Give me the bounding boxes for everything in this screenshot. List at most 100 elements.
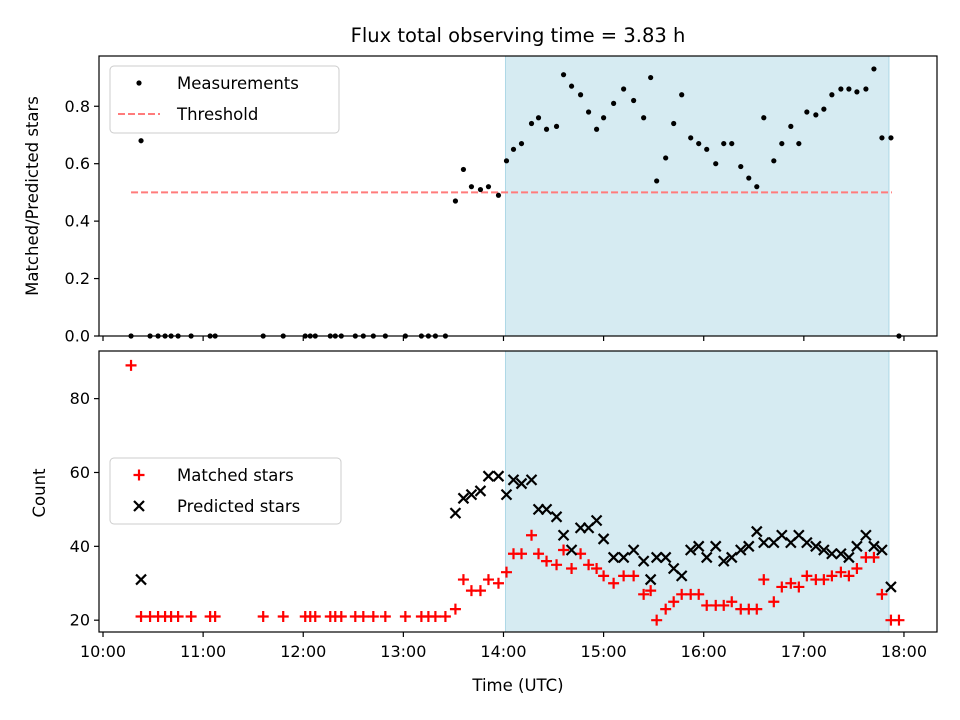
predicted-star-point	[851, 540, 863, 553]
predicted-star-point	[515, 477, 528, 490]
predicted-star-point	[835, 547, 847, 560]
matched-star-point	[209, 610, 221, 622]
predicted-star-point	[843, 551, 855, 564]
x-tick-label: 18:00	[881, 642, 927, 661]
y-tick-label: 0.2	[65, 269, 90, 288]
measurement-point	[648, 74, 654, 81]
measurement-point	[535, 115, 542, 121]
y-tick-label: 0.4	[65, 212, 90, 231]
matched-star-point	[125, 359, 137, 371]
matched-star-point	[801, 570, 813, 582]
x-tick-label: 13:00	[380, 642, 426, 661]
measurement-point	[863, 86, 869, 92]
measurement-point	[871, 66, 877, 72]
predicted-star-point	[540, 503, 553, 516]
matched-star-point	[367, 610, 379, 622]
top-y-axis-label: Matched/Predicted stars	[23, 96, 42, 296]
predicted-star-point	[810, 540, 822, 553]
measurement-point	[679, 92, 685, 98]
matched-star-point	[843, 570, 855, 582]
measurement-point	[585, 109, 592, 115]
bottom-panel: 20 40 60 80 10:00 11:00 12:00 13:00 14:00 15:00 16…	[70, 350, 938, 661]
matched-star-point	[751, 603, 763, 615]
matched-star-point	[826, 570, 838, 582]
measurement-point	[460, 166, 467, 173]
matched-star-point	[645, 585, 657, 597]
measurement-point	[729, 140, 735, 147]
matched-star-point	[541, 555, 553, 567]
predicted-star-point	[868, 540, 880, 553]
x-tick-label: 14:00	[480, 642, 526, 661]
measurement-point	[503, 158, 510, 164]
predicted-star-point	[700, 551, 713, 564]
measurement-point	[746, 175, 752, 181]
measurement-point	[577, 92, 584, 98]
legend-measurements-label: Measurements	[177, 74, 299, 93]
matched-star-point	[793, 581, 805, 593]
measurement-point	[704, 146, 710, 152]
matched-star-point	[439, 610, 451, 622]
legend-matched-label: Matched stars	[177, 466, 294, 485]
matched-star-point	[835, 566, 847, 578]
predicted-star-point	[692, 540, 705, 553]
matched-star-point	[851, 562, 863, 574]
measurement-point	[560, 72, 567, 78]
y-tick-label: 80	[70, 389, 90, 408]
measurement-point	[754, 184, 760, 190]
measurement-point	[495, 192, 502, 198]
measurement-point	[788, 123, 794, 129]
measurement-point	[846, 86, 852, 92]
measurement-point	[611, 100, 617, 106]
matched-star-point	[776, 581, 788, 593]
matched-star-point	[357, 610, 369, 622]
matched-star-point	[516, 548, 528, 560]
series-measurements	[128, 66, 902, 339]
predicted-star-point	[465, 488, 478, 501]
predicted-star-point	[675, 570, 688, 582]
measurement-point	[854, 89, 860, 95]
matched-star-point	[309, 610, 321, 622]
legend-predicted-marker	[133, 500, 145, 512]
top-legend: Measurements Threshold	[109, 65, 340, 134]
measurement-point	[796, 140, 802, 147]
measurement-point	[888, 135, 894, 141]
predicted-star-point	[742, 540, 755, 553]
matched-star-point	[638, 588, 650, 600]
matched-star-point	[693, 588, 705, 600]
legend-frame	[109, 65, 340, 134]
matched-star-point	[335, 610, 347, 622]
matched-star-point	[718, 599, 730, 611]
matched-star-point	[449, 603, 461, 615]
measurement-point	[821, 106, 827, 112]
predicted-star-point	[607, 551, 620, 564]
predicted-star-point	[457, 492, 470, 505]
predicted-star-point	[734, 544, 747, 556]
predicted-star-point	[644, 573, 657, 586]
measurement-point	[654, 178, 660, 184]
measurement-point	[804, 109, 810, 115]
legend-frame	[109, 457, 342, 525]
measurement-point	[641, 115, 647, 121]
measurement-point	[621, 86, 627, 92]
measurement-point	[813, 112, 819, 118]
predicted-star-point	[776, 529, 788, 542]
measurement-point	[601, 115, 607, 121]
x-axis-label: Time (UTC)	[471, 676, 563, 695]
matched-star-point	[257, 610, 269, 622]
x-tick-label: 15:00	[581, 642, 627, 661]
series-predicted-stars	[135, 470, 897, 593]
matched-star-point	[474, 585, 486, 597]
predicted-star-point	[659, 551, 672, 564]
predicted-star-point	[492, 470, 505, 482]
legend-threshold-label: Threshold	[176, 105, 258, 124]
matched-star-point	[429, 610, 441, 622]
matched-star-point	[668, 596, 680, 608]
x-tick-label: 17:00	[781, 642, 827, 661]
matched-star-point	[457, 574, 469, 586]
predicted-star-point	[725, 551, 738, 564]
predicted-star-point	[565, 544, 578, 556]
matched-star-point	[399, 610, 411, 622]
legend-predicted-label: Predicted stars	[177, 497, 300, 516]
matched-star-point	[558, 544, 570, 556]
measurement-point	[452, 198, 459, 204]
